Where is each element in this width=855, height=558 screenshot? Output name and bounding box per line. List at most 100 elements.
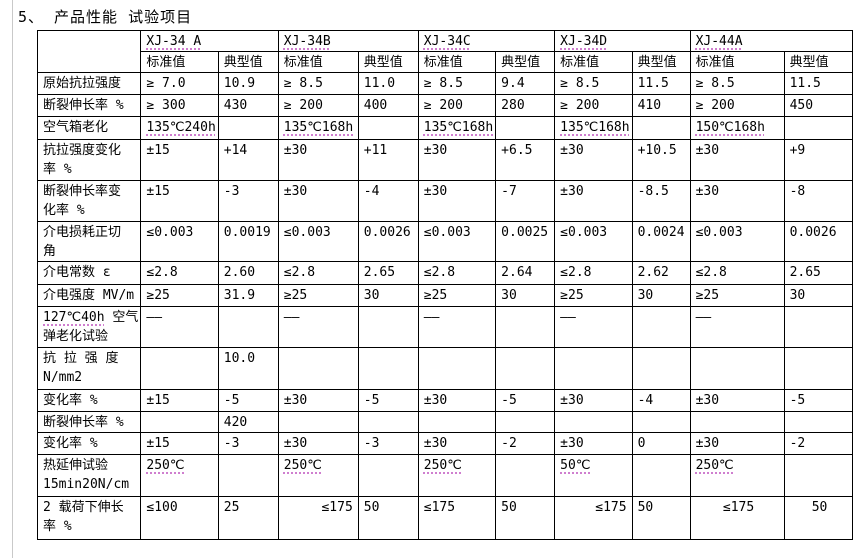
value-cell: ≥25 <box>417 284 497 307</box>
spellcheck-squiggle: 135℃168h <box>423 120 494 135</box>
value-cell: 50℃ <box>554 454 633 497</box>
value-cell: -5 <box>357 389 419 412</box>
value-cell <box>417 347 497 390</box>
value-cell: —— <box>140 306 219 348</box>
value-cell: ±30 <box>277 180 359 222</box>
product-performance-table: XJ-34 A XJ-34B XJ-34C XJ-34D XJ-44A 标准值 典型值 标准值… <box>36 30 853 540</box>
table-row: 热延伸试验 15min20N/cm 250℃ 250℃ 250℃ 50℃ 250℃ <box>36 454 853 497</box>
table-row: 断裂伸长率 % ≥ 300 430 ≥ 200 400 ≥ 200 280 ≥ 200 410 ≥… <box>36 94 853 117</box>
value-cell: ≥ 200 <box>689 94 785 117</box>
value-cell <box>631 347 691 390</box>
value-cell <box>554 347 633 390</box>
value-cell: ≥25 <box>554 284 633 307</box>
spellcheck-squiggle: 150℃168h <box>695 120 765 135</box>
value-cell <box>140 411 219 433</box>
row-label-cell: 原始抗拉强度 <box>36 72 142 95</box>
value-cell: 450 <box>783 94 853 117</box>
value-cell: 135℃168h <box>417 116 497 140</box>
value-cell: ±30 <box>417 180 497 222</box>
table-row: 变化率 % ±15 -5 ±30 -5 ±30 -5 ±30 -4 ±30 -5 <box>36 389 853 412</box>
page-margin-line <box>12 0 13 558</box>
value-cell: 0 <box>631 432 691 455</box>
value-cell: -2 <box>783 432 853 455</box>
value-cell: —— <box>277 306 359 348</box>
value-cell: ±30 <box>689 180 785 222</box>
value-cell: -3 <box>217 180 279 222</box>
value-cell <box>140 347 219 390</box>
value-cell: ±30 <box>689 432 785 455</box>
value-cell: ≤0.003 <box>140 221 219 262</box>
typical-value-header: 典型值 <box>217 51 279 73</box>
model-header: XJ-44A <box>689 30 853 52</box>
standard-value-header: 标准值 <box>689 51 785 73</box>
row-label-cell: 热延伸试验 15min20N/cm <box>36 454 142 497</box>
value-cell: 11.5 <box>631 72 691 95</box>
value-cell: -5 <box>495 389 556 412</box>
table-row: 空气箱老化 135℃240h 135℃168h 135℃168h 135℃168h 150… <box>36 116 853 140</box>
value-cell: ≤2.8 <box>417 261 497 285</box>
table-row: 2 载荷下伸长 率 % ≤100 25 ≤175 50 ≤175 50 ≤175 50 ≤175 5… <box>36 496 853 540</box>
value-cell <box>277 411 359 433</box>
value-cell: -3 <box>357 432 419 455</box>
value-cell: 10.9 <box>217 72 279 95</box>
row-label-cell: 变化率 % <box>36 432 142 455</box>
value-cell <box>783 411 853 433</box>
value-cell <box>495 411 556 433</box>
value-cell: 25 <box>217 496 279 540</box>
value-cell: 250℃ <box>689 454 785 497</box>
table-row: 介电损耗正切 角 ≤0.003 0.0019 ≤0.003 0.0026 ≤0.003 0.… <box>36 221 853 262</box>
value-cell: ±30 <box>554 389 633 412</box>
value-cell: +6.5 <box>495 139 556 181</box>
value-cell: 2.62 <box>631 261 691 285</box>
spellcheck-squiggle: 127℃40h <box>43 310 105 325</box>
value-cell <box>495 306 556 348</box>
spellcheck-squiggle: XJ-34C <box>423 34 471 49</box>
table-row: 原始抗拉强度 ≥ 7.0 10.9 ≥ 8.5 11.0 ≥ 8.5 9.4 ≥ 8.5 11.… <box>36 72 853 95</box>
spellcheck-squiggle: XJ-34D <box>560 34 608 49</box>
value-cell: ±30 <box>277 139 359 181</box>
model-header: XJ-34B <box>277 30 419 52</box>
value-cell: 2.65 <box>357 261 419 285</box>
value-cell: 135℃240h <box>140 116 219 140</box>
value-cell: -8 <box>783 180 853 222</box>
value-cell: ≤175 <box>554 496 633 540</box>
value-cell: 10.0 <box>217 347 279 390</box>
standard-value-header: 标准值 <box>554 51 633 73</box>
value-cell <box>357 347 419 390</box>
value-cell: +9 <box>783 139 853 181</box>
value-cell <box>783 454 853 497</box>
value-cell <box>631 411 691 433</box>
row-label-cell: 抗拉强度变化 率 % <box>36 139 142 181</box>
value-cell: ±30 <box>554 139 633 181</box>
value-cell <box>689 347 785 390</box>
value-cell: ≥ 200 <box>277 94 359 117</box>
value-cell <box>357 306 419 348</box>
value-cell <box>495 347 556 390</box>
value-cell: 11.0 <box>357 72 419 95</box>
model-header: XJ-34 A <box>140 30 279 52</box>
value-cell <box>689 411 785 433</box>
spellcheck-squiggle: 135℃168h <box>560 120 630 135</box>
value-cell: ≥ 8.5 <box>417 72 497 95</box>
value-cell: 150℃168h <box>689 116 785 140</box>
value-cell <box>357 411 419 433</box>
value-cell: 2.64 <box>495 261 556 285</box>
value-cell <box>357 116 419 140</box>
value-cell <box>417 411 497 433</box>
value-cell: 9.4 <box>495 72 556 95</box>
value-cell <box>783 306 853 348</box>
value-cell: 400 <box>357 94 419 117</box>
value-cell: ±30 <box>417 139 497 181</box>
model-header-row: XJ-34 A XJ-34B XJ-34C XJ-34D XJ-44A <box>36 30 853 73</box>
value-cell: ≥ 8.5 <box>277 72 359 95</box>
value-cell: ≤0.003 <box>554 221 633 262</box>
value-cell: ≤175 <box>417 496 497 540</box>
value-cell: ≥ 8.5 <box>689 72 785 95</box>
spellcheck-squiggle: 250℃ <box>423 458 462 473</box>
value-cell: ≥25 <box>140 284 219 307</box>
row-label-cell: 127℃40h 空气 弹老化试验 <box>36 306 142 348</box>
value-cell: ±15 <box>140 432 219 455</box>
page-title: 5、 产品性能 试验项目 <box>18 8 193 26</box>
value-cell: ≤175 <box>277 496 359 540</box>
value-cell: 430 <box>217 94 279 117</box>
